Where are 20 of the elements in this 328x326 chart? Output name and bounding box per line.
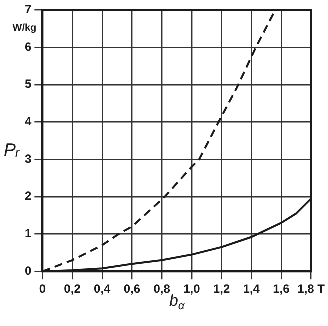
x-tick-label: 1,0 [184,282,201,296]
y-tick-label: 0 [24,264,32,278]
x-tick-label: 0,4 [94,282,112,296]
y-axis-title: Pᵣ [4,140,20,160]
x-tick-label: 0,8 [154,282,171,296]
x-tick-label: 0,2 [64,282,82,296]
y-tick-label: 6 [24,40,32,54]
y-tick-label: 5 [24,77,32,92]
y-tick-label: 1 [24,226,32,241]
y-tick-label: 2 [24,189,32,204]
x-tick-label: 0,6 [124,282,141,296]
x-tick-label: 1,4 [243,282,260,296]
x-tick-label: 1,8 T [298,282,326,296]
y-tick-label: 4 [24,114,32,129]
x-tick-label: 1,6 [273,282,290,296]
text: W/kg [12,22,37,34]
y-tick-label: 3 [24,152,32,166]
x-tick-label: 1,2 [213,282,230,296]
x-tick-label: 0 [39,282,46,296]
y-tick-label: 7 [24,2,32,17]
